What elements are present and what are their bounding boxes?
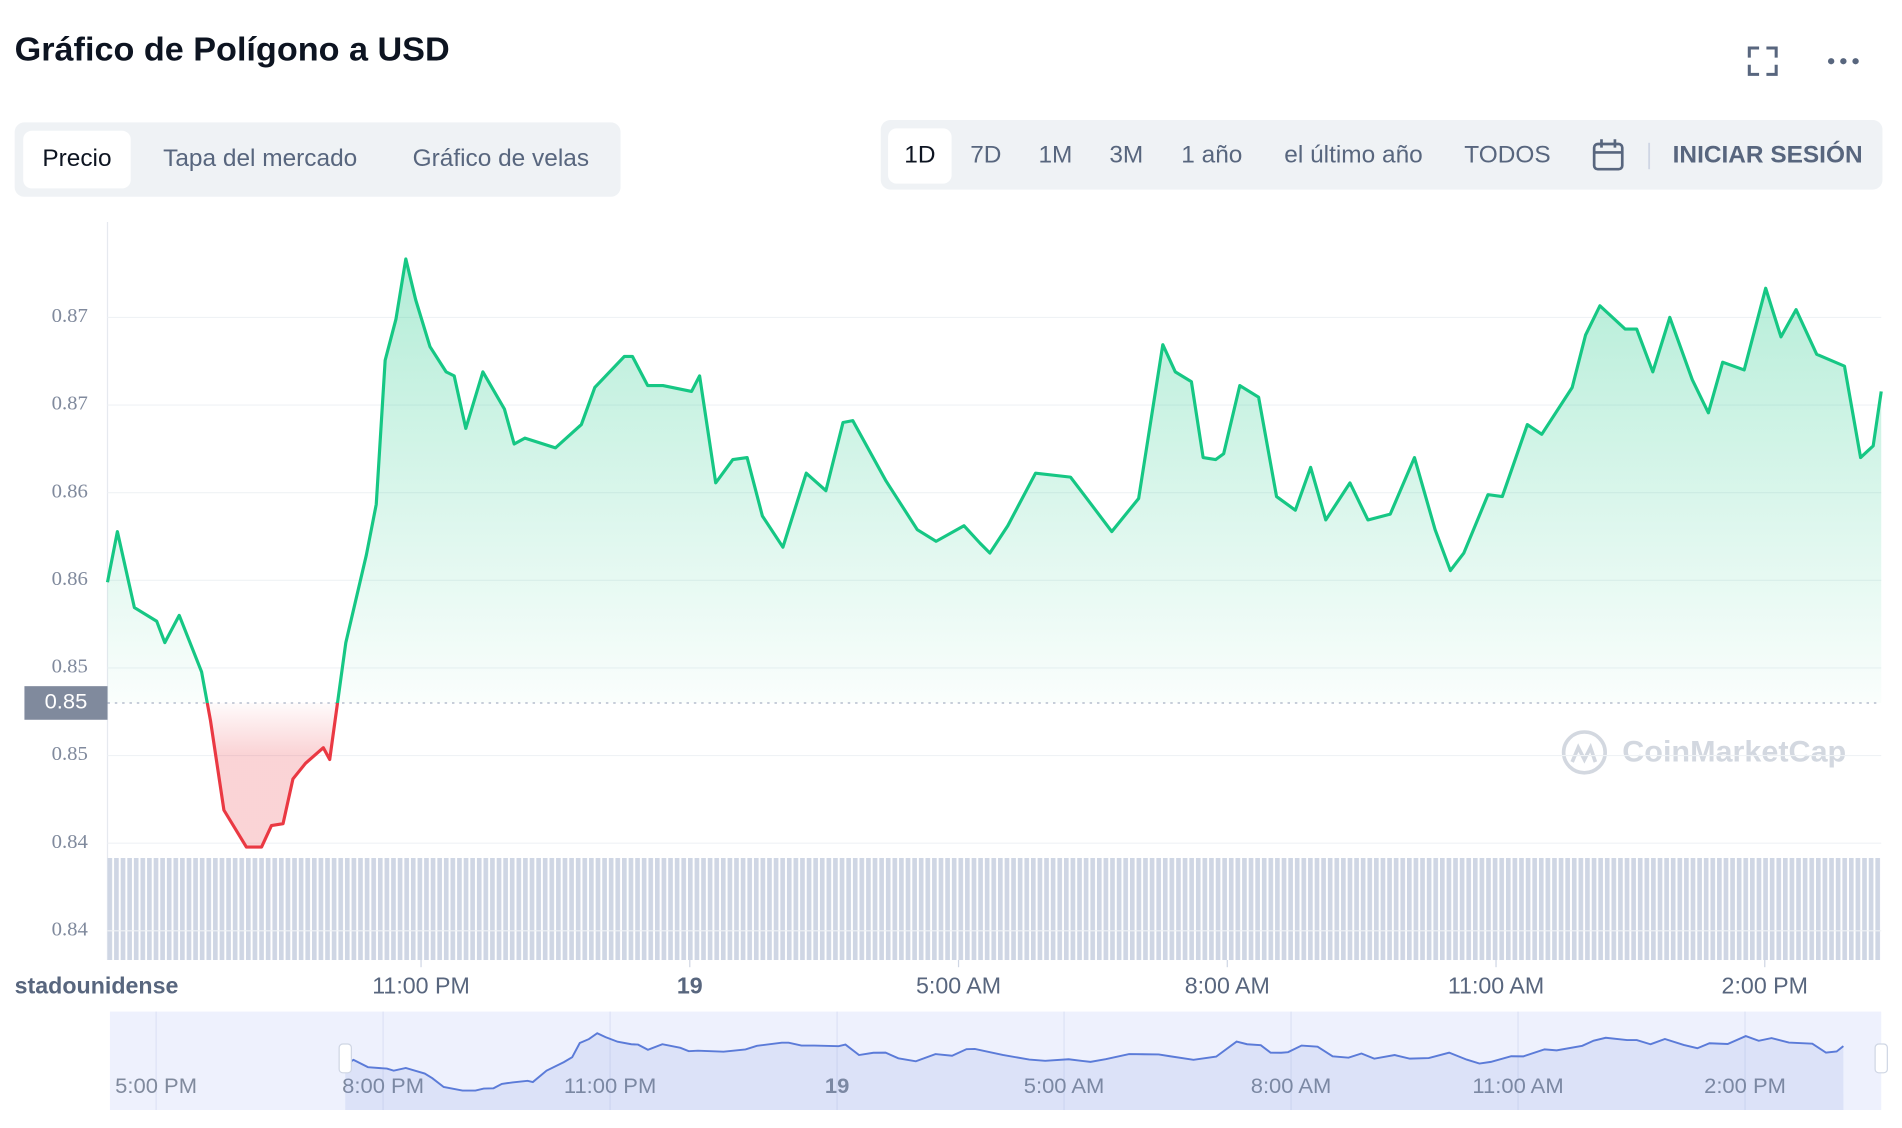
navigator-tick-label: 8:00 AM xyxy=(1251,1073,1332,1098)
more-icon[interactable] xyxy=(1827,58,1859,65)
y-tick-label: 0.84 xyxy=(52,919,88,941)
range-button[interactable]: el último año xyxy=(1284,142,1422,169)
navigator-tick-label: 5:00 PM xyxy=(115,1073,197,1098)
calendar-icon[interactable] xyxy=(1592,139,1624,171)
range-group xyxy=(880,120,1883,190)
y-tick-label: 0.85 xyxy=(52,743,88,765)
tab[interactable]: Gráfico de velas xyxy=(413,145,589,172)
range-active xyxy=(888,128,952,184)
login-button[interactable]: INICIAR SESIÓN xyxy=(1673,141,1863,169)
navigator-tick-label: 8:00 PM xyxy=(342,1073,424,1098)
tab-active xyxy=(23,130,131,189)
tab[interactable]: Precio xyxy=(42,145,111,172)
navigator-bg xyxy=(109,1011,1882,1110)
y-tick-label: 0.86 xyxy=(52,480,88,502)
price-line xyxy=(105,257,1883,849)
range-button[interactable]: 3M xyxy=(1109,142,1143,169)
y-tick-label: 0.87 xyxy=(52,305,88,327)
area-fill xyxy=(107,258,1882,848)
navigator-tick-label: 19 xyxy=(825,1073,849,1098)
navigator-line xyxy=(344,1032,1844,1092)
navigator-handle[interactable] xyxy=(338,1043,352,1074)
x-tick-label: 8:00 AM xyxy=(1185,973,1270,999)
tab[interactable]: Tapa del mercado xyxy=(163,145,357,172)
fullscreen-icon[interactable] xyxy=(1747,46,1778,76)
range-button[interactable]: TODOS xyxy=(1464,142,1550,169)
watermark-text: CoinMarketCap xyxy=(1622,736,1846,769)
y-tick-label: 0.84 xyxy=(52,831,88,853)
y-tick-label: 0.87 xyxy=(52,393,88,415)
x-tick-label: 11:00 PM xyxy=(372,973,470,999)
navigator-tick-label: 5:00 AM xyxy=(1024,1073,1105,1098)
x-tick-label: 2:00 PM xyxy=(1722,973,1808,999)
currency-label: stadounidense xyxy=(15,973,179,999)
volume-bars xyxy=(107,858,1882,960)
x-tick-label: 19 xyxy=(677,973,703,999)
navigator-tick-label: 2:00 PM xyxy=(1704,1073,1786,1098)
tab-group xyxy=(14,122,621,197)
y-tick-label: 0.86 xyxy=(52,568,88,590)
x-tick-label: 5:00 AM xyxy=(916,973,1001,999)
range-button[interactable]: 1M xyxy=(1038,142,1072,169)
y-tick-label: 0.85 xyxy=(52,656,88,678)
range-button[interactable]: 7D xyxy=(970,142,1001,169)
current-price-label: 0.85 xyxy=(45,689,88,714)
navigator-handle[interactable] xyxy=(1874,1043,1888,1074)
navigator-tick-label: 11:00 PM xyxy=(564,1073,656,1098)
range-button[interactable]: 1 año xyxy=(1181,142,1242,169)
range-button[interactable]: 1D xyxy=(904,142,935,169)
x-tick-label: 11:00 AM xyxy=(1448,973,1544,999)
current-price-box xyxy=(24,686,108,720)
watermark: CoinMarketCap xyxy=(1561,730,1846,775)
navigator-tick-label: 11:00 AM xyxy=(1472,1073,1563,1098)
title: Gráfico de Polígono a USD xyxy=(15,31,450,69)
